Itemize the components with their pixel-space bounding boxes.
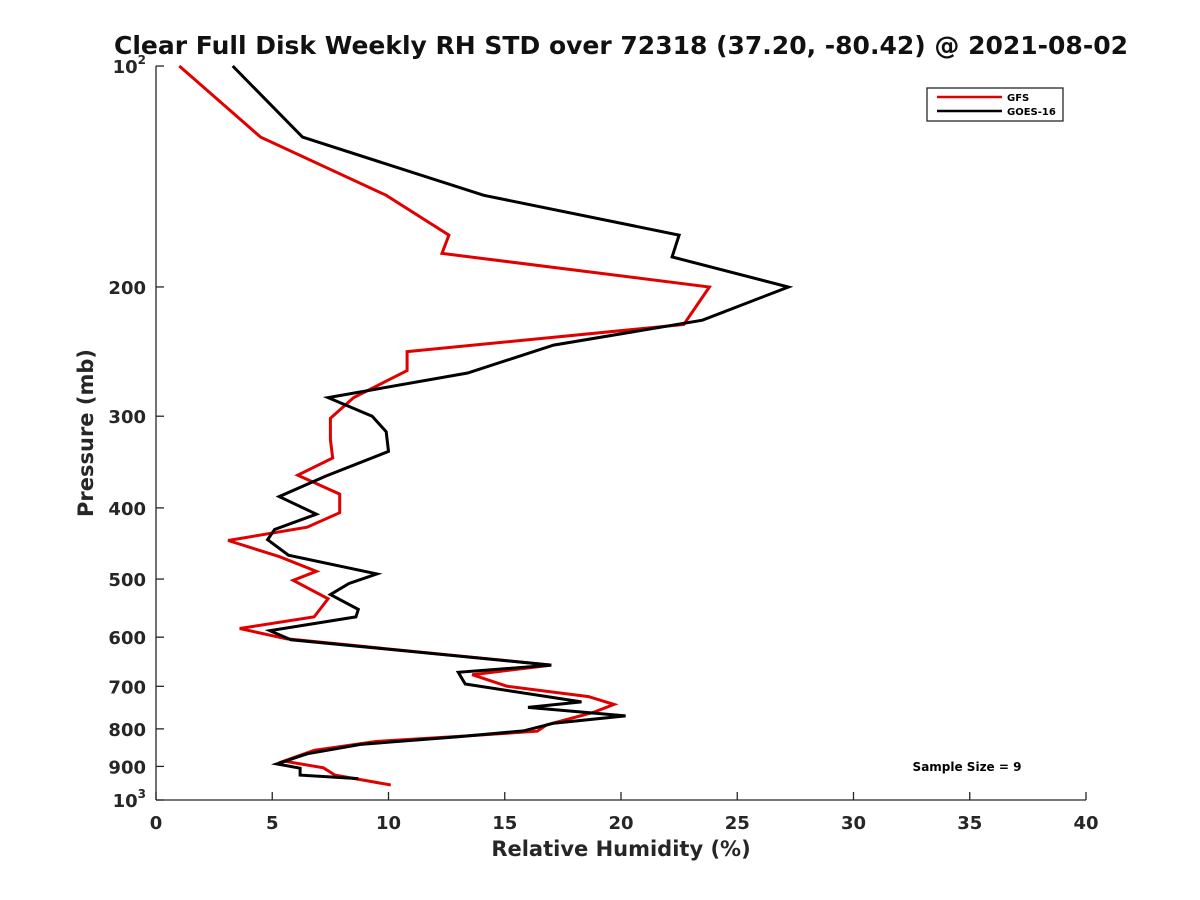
x-axis-label: Relative Humidity (%) bbox=[491, 837, 750, 861]
chart-title: Clear Full Disk Weekly RH STD over 72318… bbox=[114, 31, 1128, 60]
y-tick-label: 200 bbox=[108, 278, 146, 299]
y-tick-label-base: 600 bbox=[108, 628, 146, 649]
legend: GFS GOES-16 bbox=[926, 87, 1064, 122]
y-tick-label: 800 bbox=[108, 720, 146, 741]
axes bbox=[155, 66, 1086, 801]
y-tick-label-base: 10 bbox=[113, 791, 138, 812]
legend-box bbox=[926, 87, 1064, 122]
x-tick-label: 40 bbox=[1073, 813, 1098, 834]
y-tick-label: 300 bbox=[108, 407, 146, 428]
y-tick-label-base: 400 bbox=[108, 499, 146, 520]
y-tick-label: 600 bbox=[108, 628, 146, 649]
x-tick-label: 10 bbox=[376, 813, 401, 834]
x-tick-label: 20 bbox=[608, 813, 633, 834]
legend-label-gfs: GFS bbox=[1007, 93, 1029, 104]
y-tick-label-base: 200 bbox=[108, 278, 146, 299]
y-tick-label-exponent: 3 bbox=[138, 787, 146, 801]
x-tick-label: 0 bbox=[150, 813, 163, 834]
legend-label-goes16: GOES-16 bbox=[1007, 107, 1056, 118]
y-tick-label-base: 800 bbox=[108, 720, 146, 741]
x-tick-label: 5 bbox=[266, 813, 279, 834]
y-tick-label-base: 500 bbox=[108, 570, 146, 591]
series-layer bbox=[178, 64, 794, 787]
series-line-goes16 bbox=[231, 64, 794, 781]
y-tick-label: 500 bbox=[108, 570, 146, 591]
series-line-gfs bbox=[178, 64, 713, 787]
y-tick-label: 400 bbox=[108, 499, 146, 520]
y-tick-label-exponent: 2 bbox=[138, 53, 146, 67]
y-axis-label: Pressure (mb) bbox=[74, 349, 98, 517]
y-tick-label: 102 bbox=[113, 53, 146, 78]
y-tick-label-base: 700 bbox=[108, 677, 146, 698]
y-tick-label-base: 900 bbox=[108, 757, 146, 778]
y-tick-label: 900 bbox=[108, 757, 146, 778]
y-tick-label-base: 300 bbox=[108, 407, 146, 428]
y-tick-label: 700 bbox=[108, 677, 146, 698]
x-tick-label: 35 bbox=[957, 813, 982, 834]
x-tick-label: 15 bbox=[492, 813, 517, 834]
x-tick-label: 30 bbox=[841, 813, 866, 834]
x-ticks: 0 5 10 15 20 25 30 35 40 bbox=[150, 792, 1099, 834]
y-tick-label: 103 bbox=[113, 787, 146, 812]
x-tick-label: 25 bbox=[725, 813, 750, 834]
y-tick-label-base: 10 bbox=[113, 57, 138, 78]
sample-size-annotation: Sample Size = 9 bbox=[913, 760, 1022, 774]
